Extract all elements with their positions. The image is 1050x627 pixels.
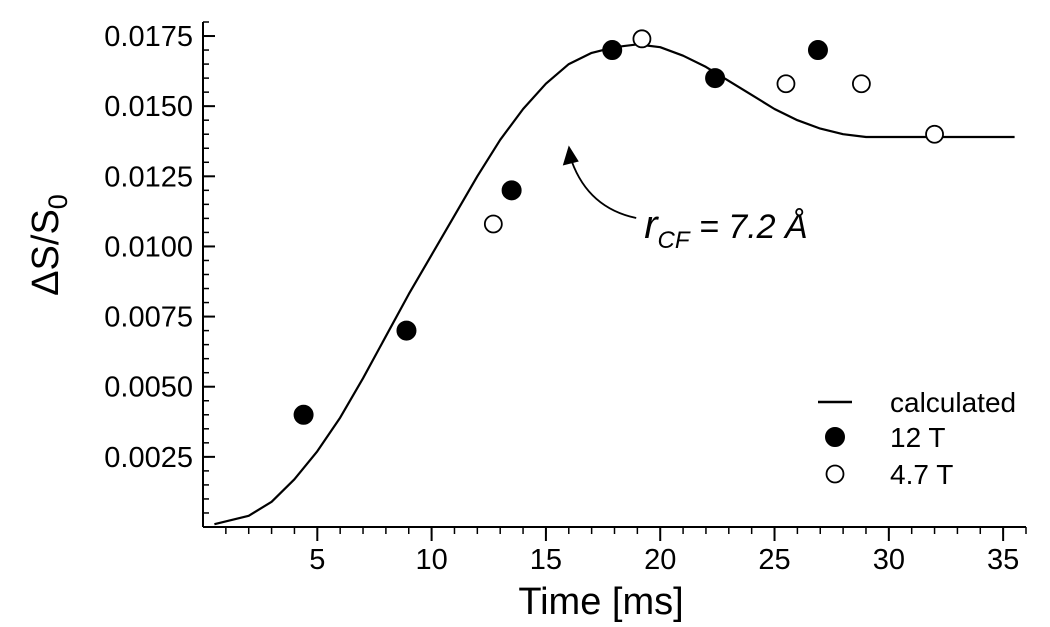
- data-point-12t: [293, 404, 314, 425]
- data-point-12t: [501, 180, 522, 201]
- y-tick-label: 0.0150: [104, 91, 193, 123]
- annotation-arrow-head: [562, 145, 579, 166]
- y-axis-title-sub: 0: [43, 194, 73, 209]
- y-tick-label: 0.0125: [104, 161, 193, 193]
- y-tick-label: 0.0025: [104, 442, 193, 474]
- x-tick-label: 10: [415, 544, 447, 576]
- y-axis-title-main: ΔS/S: [25, 209, 67, 296]
- data-point-4p7t: [776, 74, 796, 94]
- data-point-12t: [807, 40, 828, 61]
- marks: [214, 29, 1015, 526]
- x-axis-title: Time [ms]: [518, 581, 683, 623]
- x-tick-label: 35: [987, 544, 1019, 576]
- x-tick-label: 5: [309, 544, 325, 576]
- y-tick-label: 0.0075: [104, 302, 193, 334]
- y-tick-label: 0.0175: [104, 21, 193, 53]
- legend-item-4p7t: 4.7 T: [825, 459, 953, 490]
- x-tick-label: 15: [530, 544, 562, 576]
- x-tick-label: 25: [758, 544, 790, 576]
- x-tick-label: 20: [644, 544, 676, 576]
- data-point-12t: [705, 68, 726, 89]
- data-point-4p7t: [852, 74, 871, 94]
- data-point-4p7t: [632, 29, 652, 49]
- legend-marker: [825, 464, 845, 484]
- ticks: 0.0025 0.0050 0.0075 0.0100 0.0125 0.0150 0.01…: [104, 21, 1027, 576]
- legend-label: 12 T: [890, 422, 946, 453]
- legend-label: calculated: [890, 387, 1016, 418]
- y-tick-label: 0.0100: [104, 231, 193, 263]
- legend-label: 4.7 T: [890, 459, 953, 490]
- legend-marker: [825, 427, 845, 447]
- annotation-arrow-line: [570, 161, 637, 219]
- data-point-12t: [396, 320, 417, 341]
- legend-item-calculated: calculated: [818, 387, 1016, 418]
- annotation-label: rCF = 7.2 Å: [644, 203, 807, 254]
- annotation: rCF = 7.2 Å: [562, 145, 808, 254]
- data-point-4p7t: [483, 214, 503, 234]
- y-tick-label: 0.0050: [104, 372, 193, 404]
- legend: calculated 12 T 4.7 T: [818, 387, 1016, 490]
- x-tick-label: 30: [873, 544, 905, 576]
- data-point-4p7t: [925, 124, 944, 144]
- data-point-12t: [602, 40, 623, 61]
- y-axis-title: ΔS/S0: [25, 194, 73, 296]
- legend-item-12t: 12 T: [825, 422, 946, 453]
